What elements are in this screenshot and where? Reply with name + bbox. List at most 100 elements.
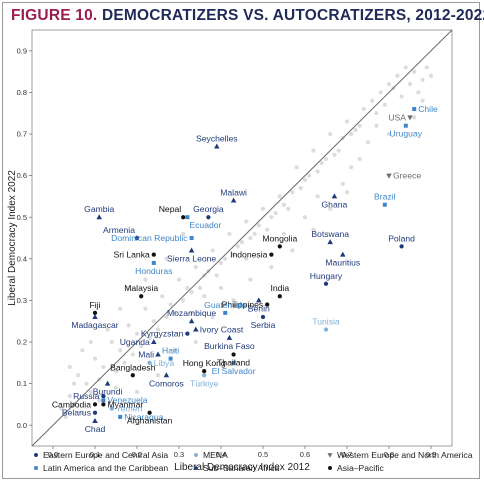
- data-point: [223, 310, 228, 315]
- data-point: [134, 235, 140, 241]
- background-point: [290, 248, 295, 253]
- background-point: [323, 156, 329, 162]
- data-point: [403, 123, 408, 128]
- y-tick-label: 0.8: [17, 88, 27, 97]
- background-point: [227, 231, 232, 236]
- background-point: [340, 181, 345, 187]
- background-point: [239, 240, 245, 245]
- point-label: Nicaragua: [124, 412, 163, 422]
- data-point: [226, 334, 233, 340]
- point-label: Brazil: [374, 192, 396, 202]
- data-point: [181, 215, 186, 220]
- background-point: [424, 65, 429, 70]
- point-label: Benin: [248, 303, 270, 313]
- background-point: [328, 206, 333, 211]
- background-point: [97, 398, 102, 403]
- background-point: [67, 364, 72, 370]
- point-label: Madagascar: [71, 320, 118, 330]
- background-point: [197, 285, 203, 291]
- background-point: [294, 165, 299, 170]
- point-label: Burundi: [93, 387, 123, 397]
- legend: Eastern Europe and Central Asia MENA Weste…: [34, 450, 473, 473]
- x-axis-label: Liberal Democracy Index 2012: [174, 462, 310, 473]
- point-label: Chad: [85, 424, 106, 434]
- point-label: Myanmar: [107, 399, 143, 409]
- point-label: Mongolia: [262, 233, 297, 243]
- legend-label: Eastern Europe and Central Asia: [43, 450, 168, 460]
- background-point: [126, 285, 131, 291]
- x-tick-label: 0.5: [258, 450, 268, 459]
- background-point: [134, 331, 140, 336]
- background-point: [143, 277, 148, 282]
- background-point: [147, 335, 152, 340]
- data-point: [92, 314, 98, 320]
- background-point: [218, 260, 224, 266]
- data-point: [256, 297, 262, 303]
- data-point: [92, 310, 98, 316]
- background-point: [218, 285, 224, 291]
- x-tick-label: 0.0: [48, 450, 58, 459]
- point-label: Belarus: [62, 408, 91, 418]
- data-point: [92, 418, 98, 424]
- background-point: [407, 81, 413, 87]
- background-point: [365, 140, 371, 145]
- data-point: [206, 215, 211, 220]
- background-point: [370, 98, 375, 103]
- background-point: [160, 294, 165, 299]
- data-point: [412, 107, 417, 112]
- point-label: Malaysia: [124, 283, 158, 293]
- legend-label: MENA: [203, 450, 228, 460]
- background-point: [265, 227, 270, 232]
- background-point: [344, 119, 350, 124]
- point-label: Ecuador: [189, 220, 221, 230]
- background-point: [176, 277, 182, 282]
- point-label: Serbia: [251, 320, 276, 330]
- background-point: [185, 285, 190, 291]
- background-point: [248, 235, 253, 241]
- x-tick-label: 0.9: [426, 450, 436, 459]
- point-label: Honduras: [135, 266, 172, 276]
- y-tick-label: 0.0: [17, 421, 27, 430]
- point-label: Afghanistan: [127, 416, 173, 426]
- data-point: [327, 453, 333, 458]
- background-point: [59, 406, 64, 411]
- point-label: Philippines: [222, 300, 264, 310]
- background-point: [189, 310, 194, 315]
- point-label: Kyrgyzstan: [141, 329, 184, 339]
- data-point: [92, 410, 98, 415]
- point-label: Indonesia: [230, 250, 267, 260]
- data-point: [407, 115, 413, 121]
- data-point: [323, 281, 329, 286]
- background-point: [281, 231, 287, 236]
- background-point: [399, 94, 404, 99]
- background-point: [118, 306, 123, 311]
- background-point: [231, 298, 236, 303]
- point-label: Armenia: [103, 225, 135, 235]
- point-label: India: [270, 283, 289, 293]
- point-label: El Salvador: [212, 366, 256, 376]
- data-point: [109, 406, 114, 411]
- y-tick-label: 0.6: [17, 171, 27, 180]
- data-point: [386, 173, 392, 179]
- background-point: [374, 111, 379, 116]
- y-tick-label: 0.7: [17, 130, 27, 139]
- background-point: [315, 194, 320, 199]
- data-point: [382, 202, 387, 207]
- y-tick-label: 0.1: [17, 379, 27, 388]
- point-label: Thailand: [217, 357, 250, 367]
- point-label: Burkina Faso: [204, 341, 255, 351]
- data-point: [104, 380, 111, 386]
- point-label: Ghana: [321, 199, 347, 209]
- y-axis-label: Liberal Democracy Index 2022: [7, 170, 18, 306]
- plot-area: [31, 29, 453, 447]
- background-point: [269, 265, 274, 270]
- data-point: [231, 360, 236, 365]
- background-point: [113, 385, 119, 390]
- background-point: [210, 314, 215, 320]
- data-point: [151, 252, 156, 257]
- background-point: [302, 177, 308, 182]
- background-point: [252, 231, 257, 236]
- x-tick-label: 0.3: [174, 450, 184, 459]
- point-label: Sierra Leone: [167, 253, 216, 263]
